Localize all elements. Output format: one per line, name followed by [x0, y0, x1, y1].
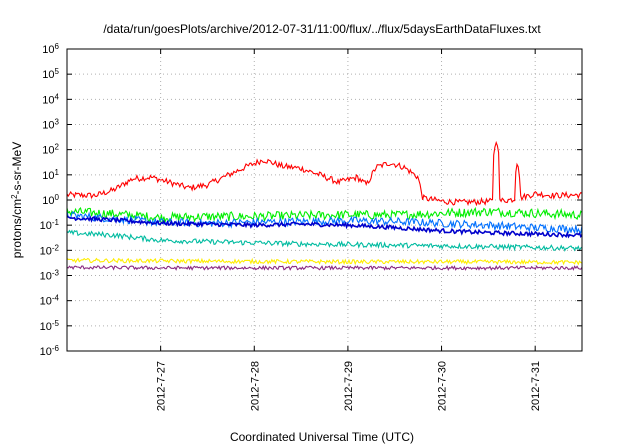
y-label-sup: 2 [10, 194, 19, 199]
series-line [66, 206, 583, 224]
x-tick-label: 2012-7-31 [530, 361, 542, 411]
x-tick-label: 2012-7-30 [437, 361, 449, 411]
plot-frame [66, 48, 583, 352]
y-tick-label: 101 [42, 167, 59, 182]
x-tick-label: 2012-7-29 [343, 361, 355, 411]
grid [67, 49, 582, 351]
y-label-main: protons/cm [10, 199, 24, 258]
y-axis-label: protons/cm2-s-sr-MeV [10, 142, 25, 258]
y-tick-label: 106 [42, 42, 59, 57]
y-tick-label: 103 [42, 117, 59, 132]
y-tick-label: 10-3 [40, 268, 60, 283]
y-tick-label: 10-6 [40, 344, 60, 359]
y-axis-ticks: 10-6 10-5 10-4 10-3 10-2 10-1 100 101 102 103 104 1… [40, 42, 582, 359]
y-tick-label: 10-4 [40, 293, 60, 308]
series-line [66, 229, 583, 252]
x-axis-label: Coordinated Universal Time (UTC) [230, 430, 414, 444]
y-tick-label: 100 [42, 193, 59, 208]
series-line [66, 140, 583, 207]
y-tick-label: 102 [42, 142, 59, 157]
series-group [66, 140, 583, 271]
y-tick-label: 105 [42, 67, 59, 82]
series-line [66, 257, 583, 266]
x-tick-label: 2012-7-27 [156, 361, 168, 411]
y-tick-label: 10-5 [40, 318, 60, 333]
series-line [66, 215, 583, 239]
series-line [66, 264, 583, 271]
series-line [66, 211, 583, 235]
x-axis-ticks: 2012-7-27 2012-7-28 2012-7-29 2012-7-30 2012… [156, 49, 542, 411]
y-label-rest: -s-sr-MeV [10, 142, 24, 195]
y-tick-label: 10-1 [40, 218, 60, 233]
y-tick-label: 104 [42, 92, 59, 107]
x-tick-label: 2012-7-28 [249, 361, 261, 411]
chart-title: /data/run/goesPlots/archive/2012-07-31/1… [103, 22, 541, 36]
y-tick-label: 10-2 [40, 243, 60, 257]
